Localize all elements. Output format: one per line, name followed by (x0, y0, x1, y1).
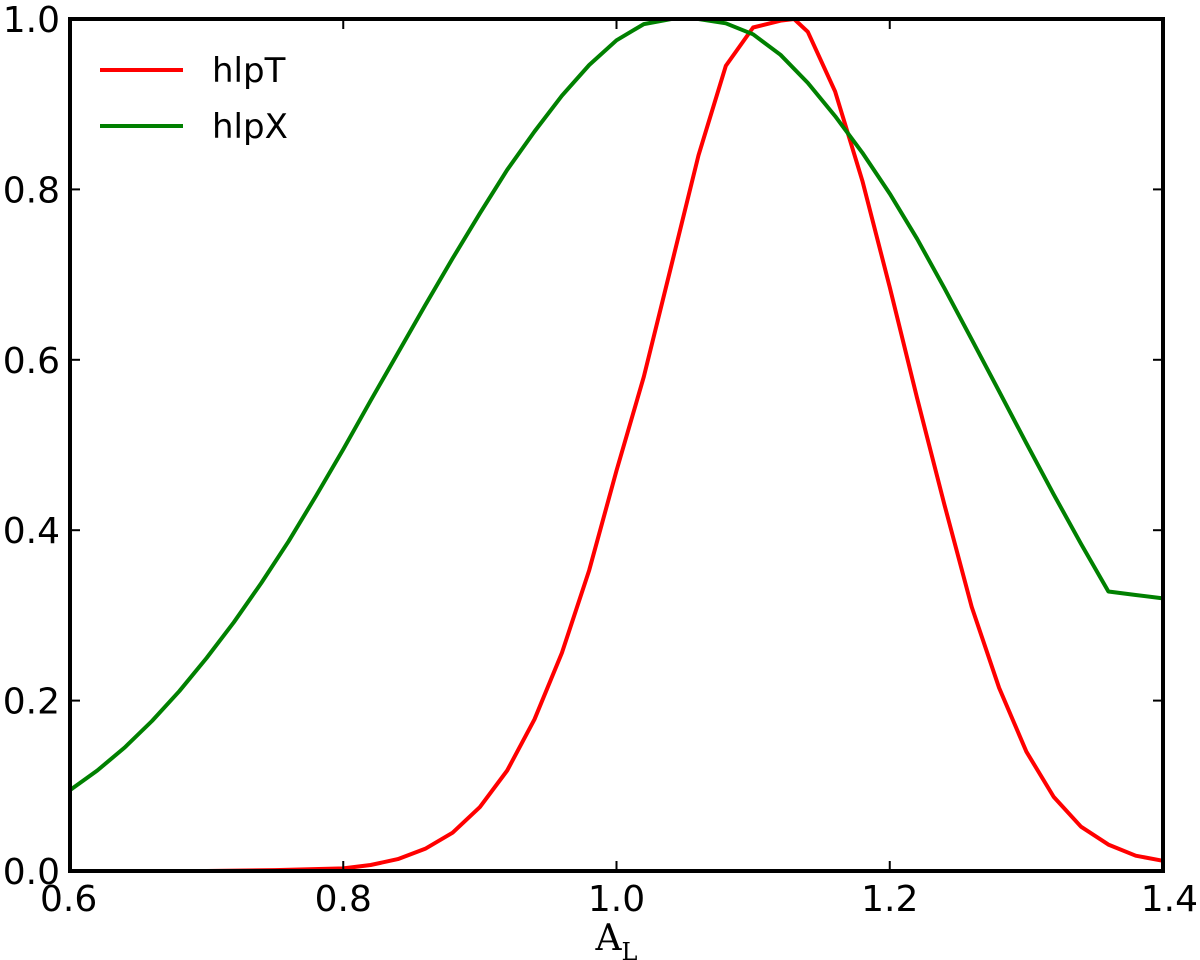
axis-tick-labels: 0.6 0.8 1.0 1.2 1.4 0.0 0.2 0.4 0.6 0.8 1.0 (3, 0, 1198, 920)
y-tick-label: 0.4 (3, 511, 60, 552)
legend-label-hlpT: hlpT (212, 51, 286, 91)
x-tick-label: 1.2 (861, 879, 918, 920)
y-tick-label: 0.6 (3, 341, 60, 382)
x-axis-label-main: A (595, 918, 623, 959)
y-tick-label: 0.0 (3, 852, 60, 893)
series-line-hlpX (68, 17, 1164, 792)
x-axis-label-subscript: L (622, 938, 638, 960)
y-tick-label: 0.2 (3, 682, 60, 723)
x-tick-label: 0.8 (315, 879, 372, 920)
axis-ticks (69, 18, 1164, 872)
x-tick-label: 1.0 (588, 879, 645, 920)
series-line-hlpT (70, 17, 1164, 873)
legend-label-hlpX: hlpX (212, 107, 288, 147)
x-tick-label: 1.4 (1141, 879, 1198, 920)
y-tick-label: 0.8 (3, 170, 60, 211)
legend: hlpT hlpX (100, 51, 288, 147)
plot-lines (68, 17, 1164, 873)
x-tick-label: 0.6 (40, 879, 97, 920)
y-tick-label: 1.0 (3, 0, 60, 41)
x-axis-label: AL (595, 918, 638, 960)
